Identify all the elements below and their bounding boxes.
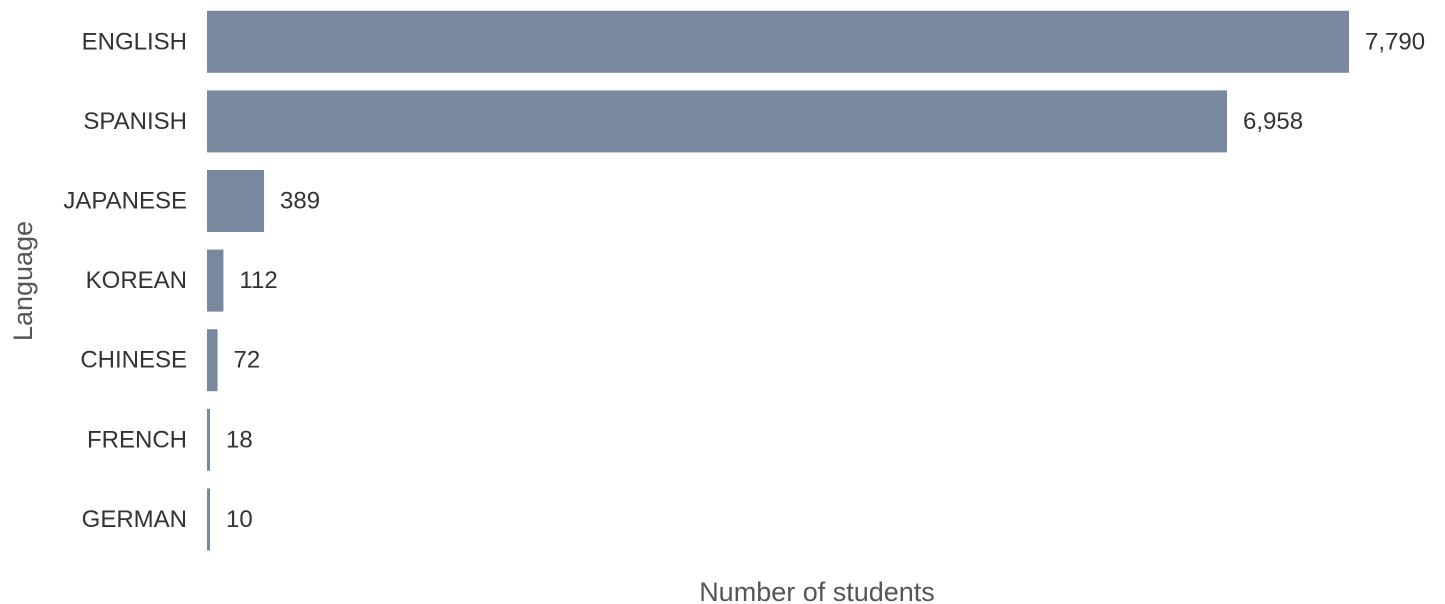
value-label-french: 18: [226, 426, 253, 453]
y-axis-title: Language: [8, 221, 38, 341]
category-label-korean: KOREAN: [86, 267, 187, 294]
bars-layer: [207, 10, 1349, 551]
bar-chinese: [207, 329, 218, 392]
bar-korean: [207, 249, 224, 312]
x-axis-title: Number of students: [699, 577, 935, 604]
value-label-spanish: 6,958: [1243, 108, 1303, 135]
bar-french: [207, 408, 210, 471]
bar-english: [207, 10, 1349, 73]
value-label-german: 10: [226, 506, 253, 533]
category-label-spanish: SPANISH: [83, 108, 187, 135]
bar-spanish: [207, 90, 1228, 153]
bar-japanese: [207, 170, 265, 232]
category-label-french: FRENCH: [87, 426, 187, 453]
category-labels: ENGLISH SPANISH JAPANESE KOREAN CHINESE FRENC…: [63, 28, 187, 533]
value-label-english: 7,790: [1365, 28, 1425, 55]
category-label-german: GERMAN: [82, 506, 187, 533]
category-label-japanese: JAPANESE: [63, 188, 187, 215]
bar-german: [207, 488, 210, 551]
category-label-chinese: CHINESE: [80, 347, 187, 374]
category-label-english: ENGLISH: [82, 28, 187, 55]
value-label-japanese: 389: [280, 188, 320, 215]
value-labels: 7,790 6,958 389 112 72 18 10: [226, 28, 1425, 533]
value-label-korean: 112: [239, 267, 277, 294]
value-label-chinese: 72: [234, 347, 261, 374]
